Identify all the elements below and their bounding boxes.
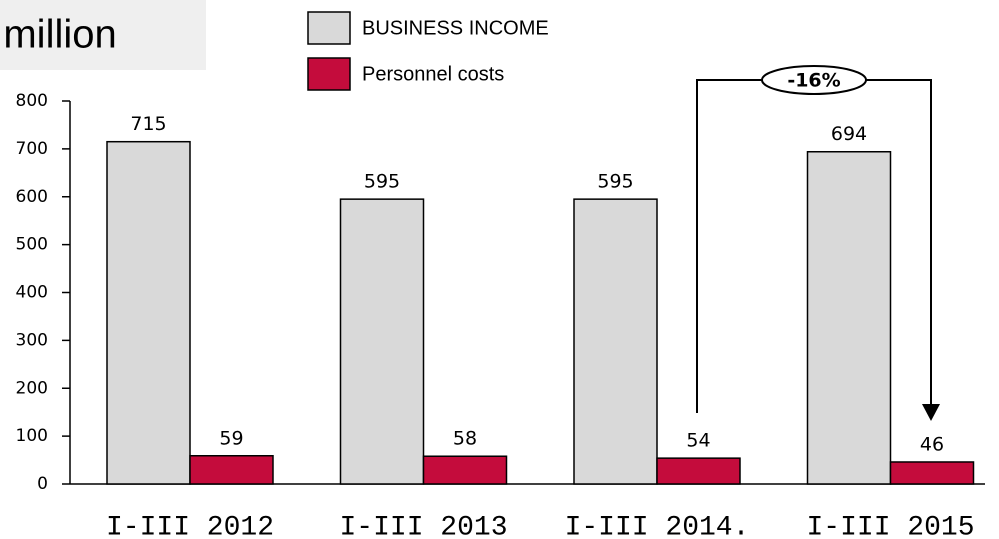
arrow-head — [922, 404, 940, 421]
bar — [422, 455, 508, 485]
y-tick-label: 300 — [16, 330, 48, 350]
annotation-oval — [761, 65, 867, 95]
value-label: 694 — [831, 123, 867, 145]
y-tick-label: 600 — [16, 187, 48, 207]
y-tick-label: 700 — [16, 139, 48, 159]
value-label: 59 — [219, 427, 243, 449]
chart-title: € million — [0, 13, 117, 57]
x-tick-label: I-III 2012 — [106, 512, 274, 539]
bar — [806, 150, 892, 485]
bar — [889, 461, 975, 485]
annotation: -16% — [787, 70, 840, 92]
value-label: 715 — [130, 113, 166, 135]
y-tick-label: 800 — [16, 91, 48, 111]
legend-label: BUSINESS INCOME — [362, 17, 549, 39]
bar — [189, 455, 274, 485]
value-label: 595 — [597, 171, 633, 193]
x-tick-label: I-III 2014. — [565, 512, 750, 539]
value-label: 595 — [364, 171, 400, 193]
x-tick-label: I-III 2015 — [806, 512, 974, 539]
y-tick-label: 500 — [16, 235, 48, 255]
y-tick-label: 400 — [16, 283, 48, 303]
y-tick-label: 200 — [16, 378, 48, 398]
legend-swatch — [307, 11, 351, 45]
y-tick-label: 0 — [37, 474, 48, 494]
legend-swatch — [307, 57, 351, 91]
y-tick-label: 100 — [16, 426, 48, 446]
bar — [339, 198, 425, 485]
value-label: 46 — [920, 433, 944, 455]
x-tick-label: I-III 2013 — [339, 512, 507, 539]
value-label: 58 — [453, 428, 477, 450]
bar — [573, 198, 658, 485]
bar — [106, 140, 191, 485]
title-box — [0, 0, 206, 70]
bar — [656, 457, 741, 485]
legend-label: Personnel costs — [362, 63, 504, 85]
value-label: 54 — [686, 430, 710, 452]
